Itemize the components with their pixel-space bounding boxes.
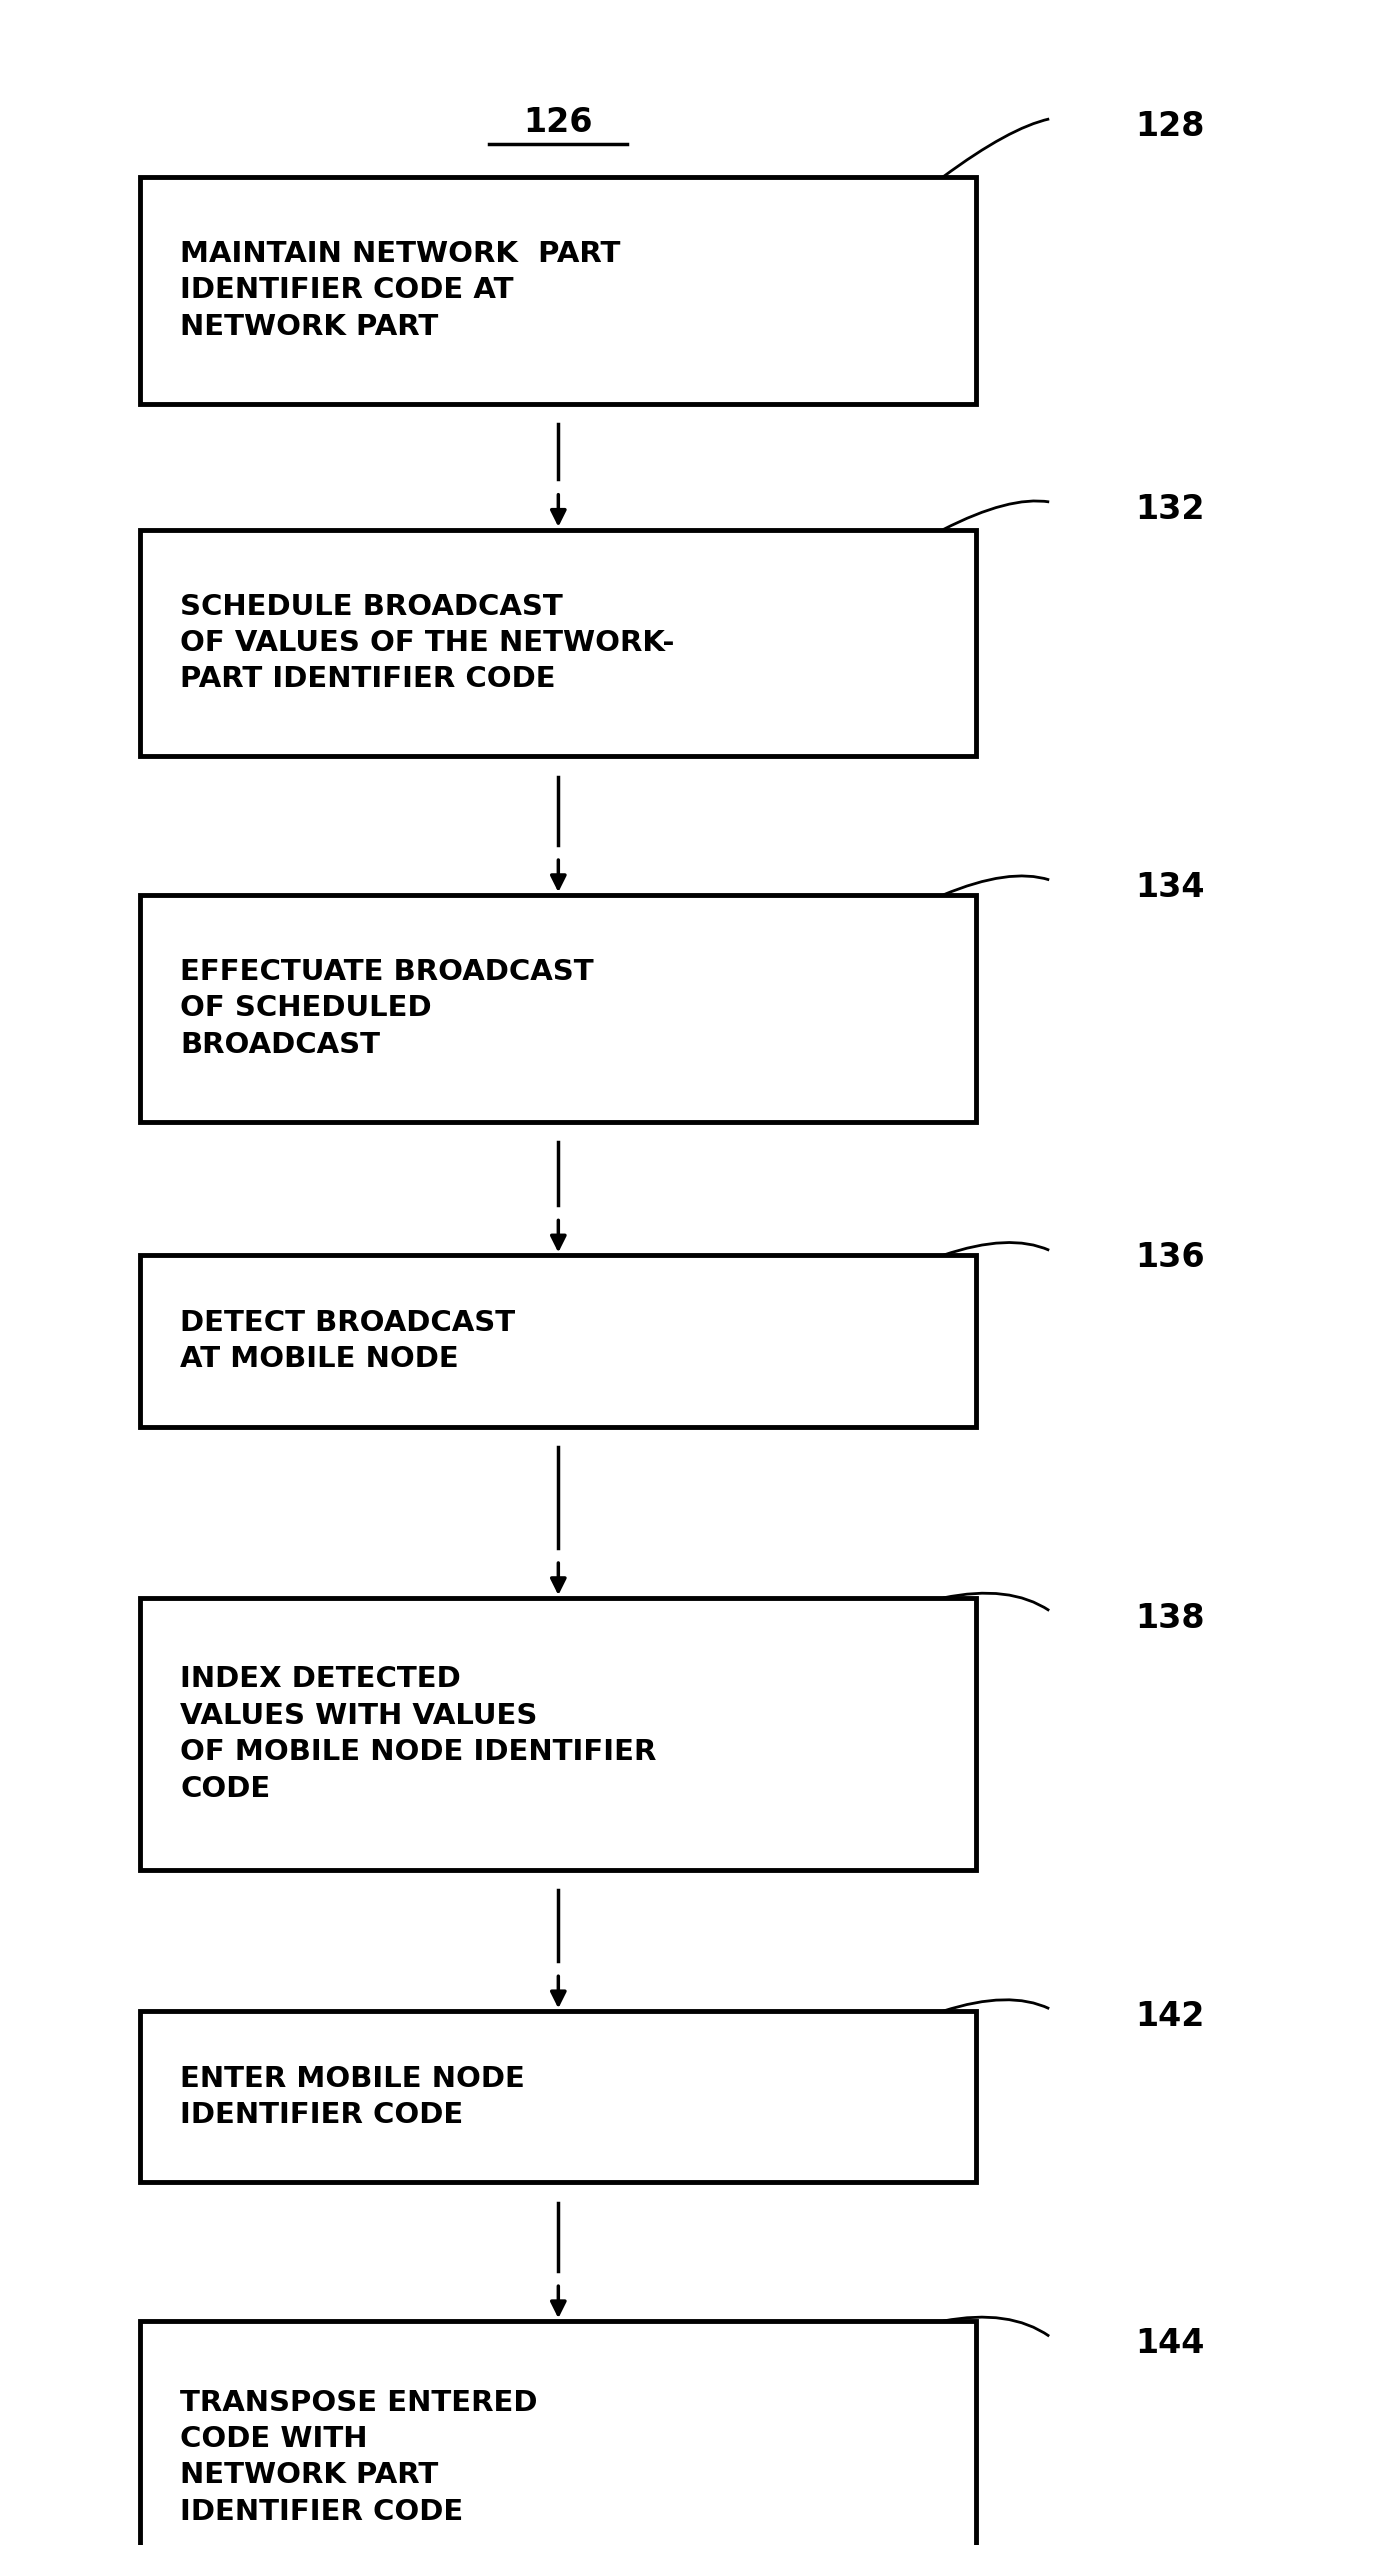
Text: MAINTAIN NETWORK  PART
IDENTIFIER CODE AT
NETWORK PART: MAINTAIN NETWORK PART IDENTIFIER CODE AT… (180, 239, 621, 339)
Text: 142: 142 (1136, 2000, 1205, 2034)
Text: ENTER MOBILE NODE
IDENTIFIER CODE: ENTER MOBILE NODE IDENTIFIER CODE (180, 2065, 525, 2129)
Bar (141, 895, 976, 1121)
Text: TRANSPOSE ENTERED
CODE WITH
NETWORK PART
IDENTIFIER CODE: TRANSPOSE ENTERED CODE WITH NETWORK PART… (180, 2388, 538, 2525)
Bar (141, 177, 976, 404)
Text: DETECT BROADCAST
AT MOBILE NODE: DETECT BROADCAST AT MOBILE NODE (180, 1309, 515, 1373)
Text: 126: 126 (524, 105, 593, 139)
Text: SCHEDULE BROADCAST
OF VALUES OF THE NETWORK-
PART IDENTIFIER CODE: SCHEDULE BROADCAST OF VALUES OF THE NETW… (180, 594, 674, 694)
Text: 144: 144 (1136, 2327, 1205, 2360)
Bar (141, 2322, 976, 2571)
Bar (141, 2011, 976, 2183)
Text: 128: 128 (1136, 111, 1205, 144)
Text: 134: 134 (1136, 872, 1205, 905)
Bar (141, 1599, 976, 1869)
Text: 138: 138 (1136, 1602, 1205, 1635)
Text: INDEX DETECTED
VALUES WITH VALUES
OF MOBILE NODE IDENTIFIER
CODE: INDEX DETECTED VALUES WITH VALUES OF MOB… (180, 1666, 656, 1802)
Text: 136: 136 (1136, 1242, 1205, 1275)
Text: EFFECTUATE BROADCAST
OF SCHEDULED
BROADCAST: EFFECTUATE BROADCAST OF SCHEDULED BROADC… (180, 959, 594, 1059)
Text: 132: 132 (1136, 494, 1205, 527)
Bar (141, 1255, 976, 1427)
Bar (141, 530, 976, 756)
